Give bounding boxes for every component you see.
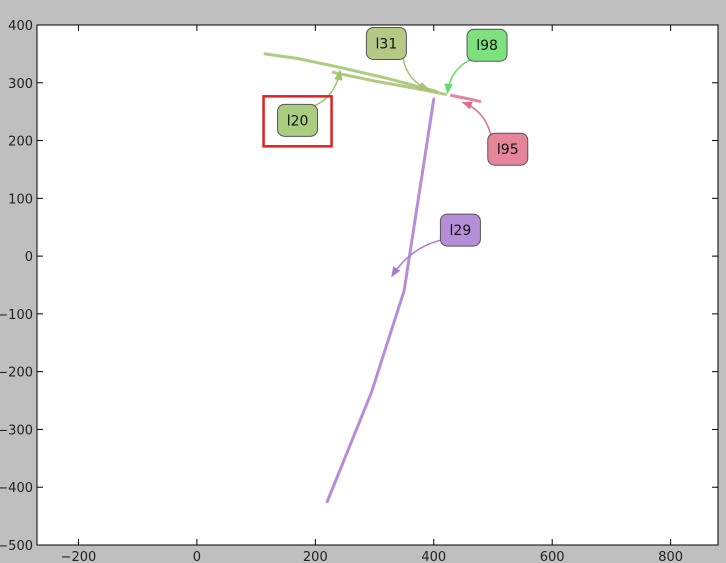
x-axis: −200 0 200 400 600 800 <box>61 25 683 563</box>
x-tick-label: 200 <box>303 550 328 563</box>
series-line-l31 <box>331 70 448 96</box>
series-badge-l20 <box>277 103 319 137</box>
annotation-arrow-l20 <box>312 69 343 108</box>
series-label-l31: l31 <box>376 36 398 52</box>
y-tick-label: 0 <box>25 250 33 265</box>
series-label-l95: l95 <box>497 142 519 158</box>
y-tick-label: 200 <box>8 135 33 150</box>
y-tick-label: 100 <box>8 192 33 207</box>
x-tick-label: 600 <box>540 550 565 563</box>
y-tick-label: 400 <box>8 19 33 34</box>
series-line-l95 <box>450 94 482 103</box>
series-badge-l31 <box>365 26 407 60</box>
series-label-l98: l98 <box>476 38 498 54</box>
y-tick-label: −300 <box>0 423 33 438</box>
series-label-l29: l29 <box>450 223 472 239</box>
annotation-arrow-l98 <box>444 58 473 95</box>
y-tick-label: −500 <box>0 539 33 554</box>
series-layer <box>263 52 482 504</box>
series-labels: l20 l31 l98 l95 l29 <box>262 26 529 247</box>
y-axis: 400 300 200 100 0 −100 −200 −300 −400 −500 <box>0 19 718 554</box>
annotation-arrow-l95 <box>461 101 492 137</box>
annotation-arrow-l31 <box>401 56 430 90</box>
annotation-arrow-l29 <box>391 239 441 278</box>
plot-frame <box>36 24 719 546</box>
series-badge-l95 <box>487 132 529 166</box>
series-line-l29 <box>325 97 436 504</box>
y-tick-label: −200 <box>0 366 33 381</box>
x-tick-label: 0 <box>193 550 201 563</box>
series-badge-l98 <box>466 28 508 62</box>
annotation-arrows <box>312 56 492 278</box>
highlight-box <box>262 95 333 148</box>
x-tick-label: 400 <box>421 550 446 563</box>
x-tick-label: 800 <box>658 550 683 563</box>
y-tick-label: −400 <box>0 481 33 496</box>
x-tick-label: −200 <box>61 550 97 563</box>
series-badge-l29 <box>439 213 481 247</box>
plot-area <box>37 25 718 545</box>
y-tick-label: −100 <box>0 308 33 323</box>
series-label-l20: l20 <box>287 113 309 129</box>
series-line-l20 <box>263 52 439 93</box>
y-tick-label: 300 <box>8 77 33 92</box>
